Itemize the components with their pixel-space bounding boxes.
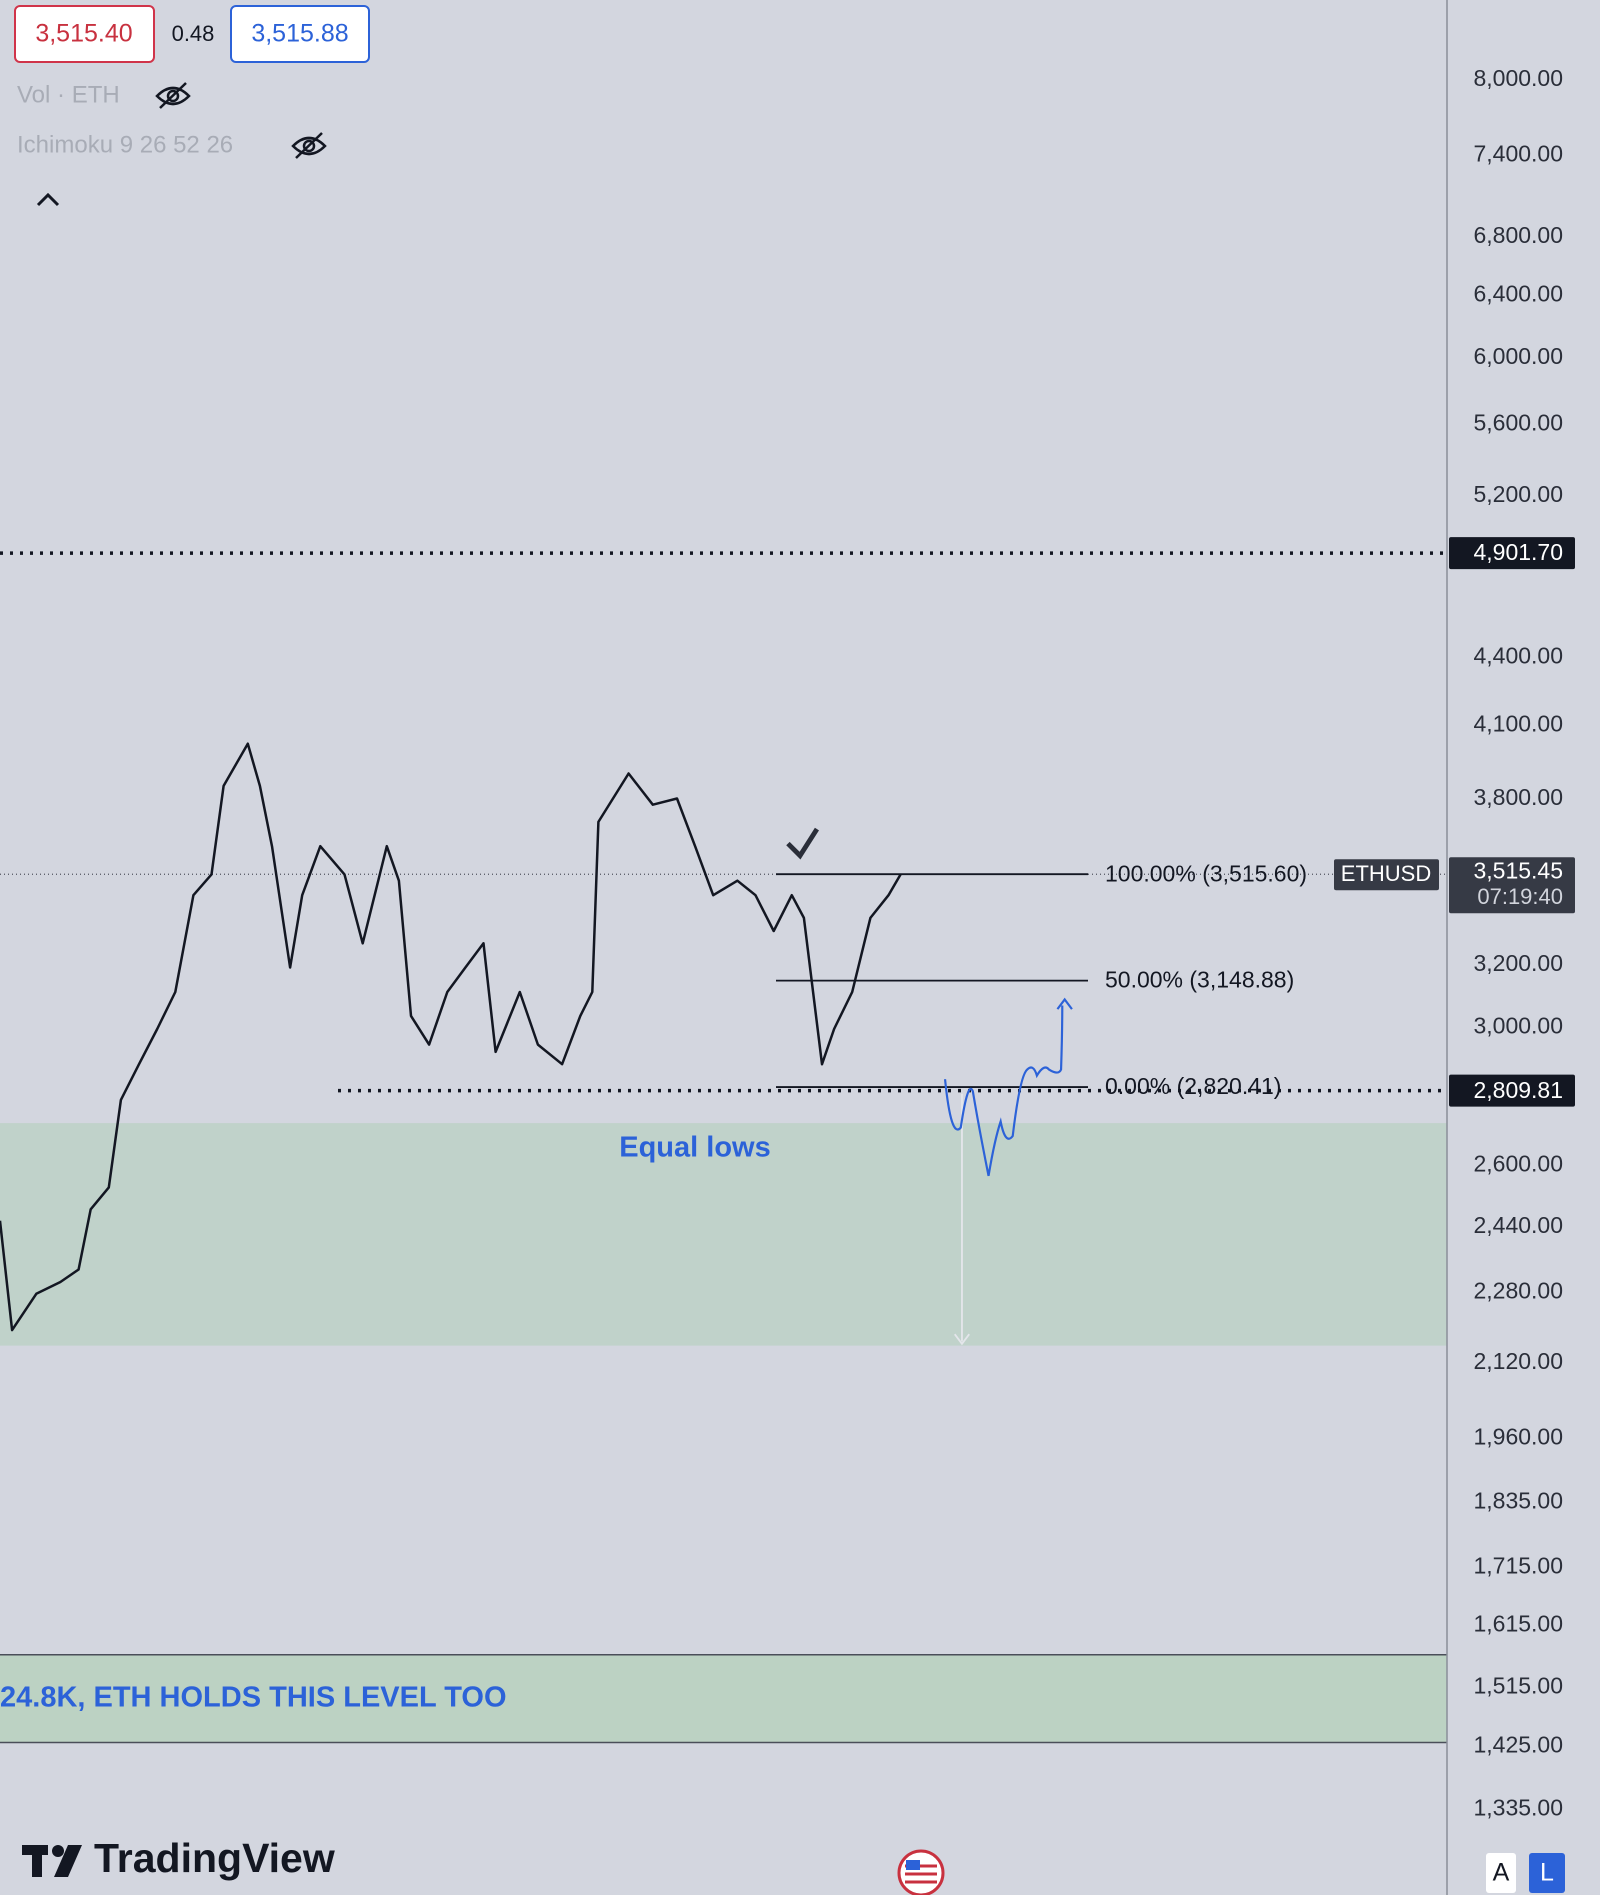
y-tick-label: 3,800.00 <box>1473 784 1563 810</box>
eye-hidden-icon[interactable] <box>291 132 327 159</box>
y-tick-label: 1,960.00 <box>1473 1424 1563 1450</box>
y-tick-label: 4,400.00 <box>1473 643 1563 669</box>
button-label[interactable]: L <box>1540 1859 1554 1887</box>
y-tick-label: 1,615.00 <box>1473 1611 1563 1637</box>
zones: 24.8K, ETH HOLDS THIS LEVEL TOO <box>0 1123 1447 1744</box>
symbol-label: ETHUSD <box>1341 861 1431 886</box>
plot: 100.00% (3,515.60) 50.00% (3,148.88) 0.00%… <box>0 551 1447 1332</box>
projection-path <box>943 1005 1064 1177</box>
eye-hidden-icon[interactable] <box>155 82 191 109</box>
last-price-label: 3,515.45 <box>1473 857 1563 883</box>
checkmark <box>786 827 819 860</box>
brand: TradingView <box>94 1835 335 1881</box>
annotation: Equal lows <box>619 1132 770 1164</box>
y-tick-label: 6,000.00 <box>1473 343 1563 369</box>
y-tick-label: 1,515.00 <box>1473 1672 1563 1698</box>
y-tick-label: 3,000.00 <box>1473 1012 1563 1038</box>
ask-price[interactable]: 3,515.88 <box>251 20 348 48</box>
symbol-tag <box>1334 859 1439 891</box>
y-tick-label: 5,200.00 <box>1473 481 1563 507</box>
y-tick-label: 1,335.00 <box>1473 1795 1563 1821</box>
zone <box>0 1123 1447 1346</box>
logo-mark <box>22 1845 82 1877</box>
y-tick-label: 6,800.00 <box>1473 222 1563 248</box>
price-tag-label: 2,809.81 <box>1473 1077 1563 1103</box>
y-tick-label: 2,440.00 <box>1473 1212 1563 1238</box>
y-tick-label: 8,000.00 <box>1473 65 1563 91</box>
y-tick-label: 7,400.00 <box>1473 140 1563 166</box>
y-tick-label: 4,100.00 <box>1473 711 1563 737</box>
y-tick-label: 2,120.00 <box>1473 1348 1563 1374</box>
bid-box[interactable] <box>14 5 155 63</box>
button[interactable] <box>1486 1853 1516 1893</box>
ask-box[interactable] <box>230 5 370 63</box>
fib-label: 50.00% (3,148.88) <box>1105 967 1294 993</box>
price-tag-label: 4,901.70 <box>1473 539 1563 565</box>
y-tick-label: 3,200.00 <box>1473 950 1563 976</box>
y-tick-label: 2,600.00 <box>1473 1151 1563 1177</box>
indicator-label[interactable]: Vol · ETH <box>17 81 120 108</box>
collapse-caret[interactable] <box>36 192 60 207</box>
measure-arrow <box>953 1333 970 1346</box>
y-tick-label: 5,600.00 <box>1473 410 1563 436</box>
last-price-tag <box>1449 857 1575 914</box>
y-tick-label: 1,835.00 <box>1473 1487 1563 1513</box>
flag-icon <box>897 1849 945 1895</box>
countdown: 07:19:40 <box>1477 884 1563 909</box>
bid-price[interactable]: 3,515.40 <box>35 20 132 48</box>
zone <box>0 1654 1447 1743</box>
drawings <box>786 827 1073 1346</box>
y-tick-label: 6,400.00 <box>1473 281 1563 307</box>
price-tag <box>1449 1074 1575 1107</box>
projection-arrow <box>1056 997 1073 1010</box>
spread: 0.48 <box>172 21 215 46</box>
price-tag <box>1449 537 1575 570</box>
price-axis: 8,000.00 7,400.00 6,800.00 6,400.00 6,000.00… <box>1334 65 1575 1821</box>
button[interactable] <box>1529 1853 1565 1893</box>
price-line-series <box>0 742 902 1332</box>
indicator-label[interactable]: Ichimoku 9 26 52 26 <box>17 131 233 158</box>
y-tick-label: 1,425.00 <box>1473 1732 1563 1758</box>
button-label[interactable]: A <box>1493 1859 1510 1887</box>
y-tick-label: 2,280.00 <box>1473 1278 1563 1304</box>
fib-label: 100.00% (3,515.60) <box>1105 860 1307 886</box>
fib-label: 0.00% (2,820.41) <box>1105 1073 1281 1099</box>
zone-label: 24.8K, ETH HOLDS THIS LEVEL TOO <box>0 1681 507 1713</box>
y-tick-label: 1,715.00 <box>1473 1553 1563 1579</box>
